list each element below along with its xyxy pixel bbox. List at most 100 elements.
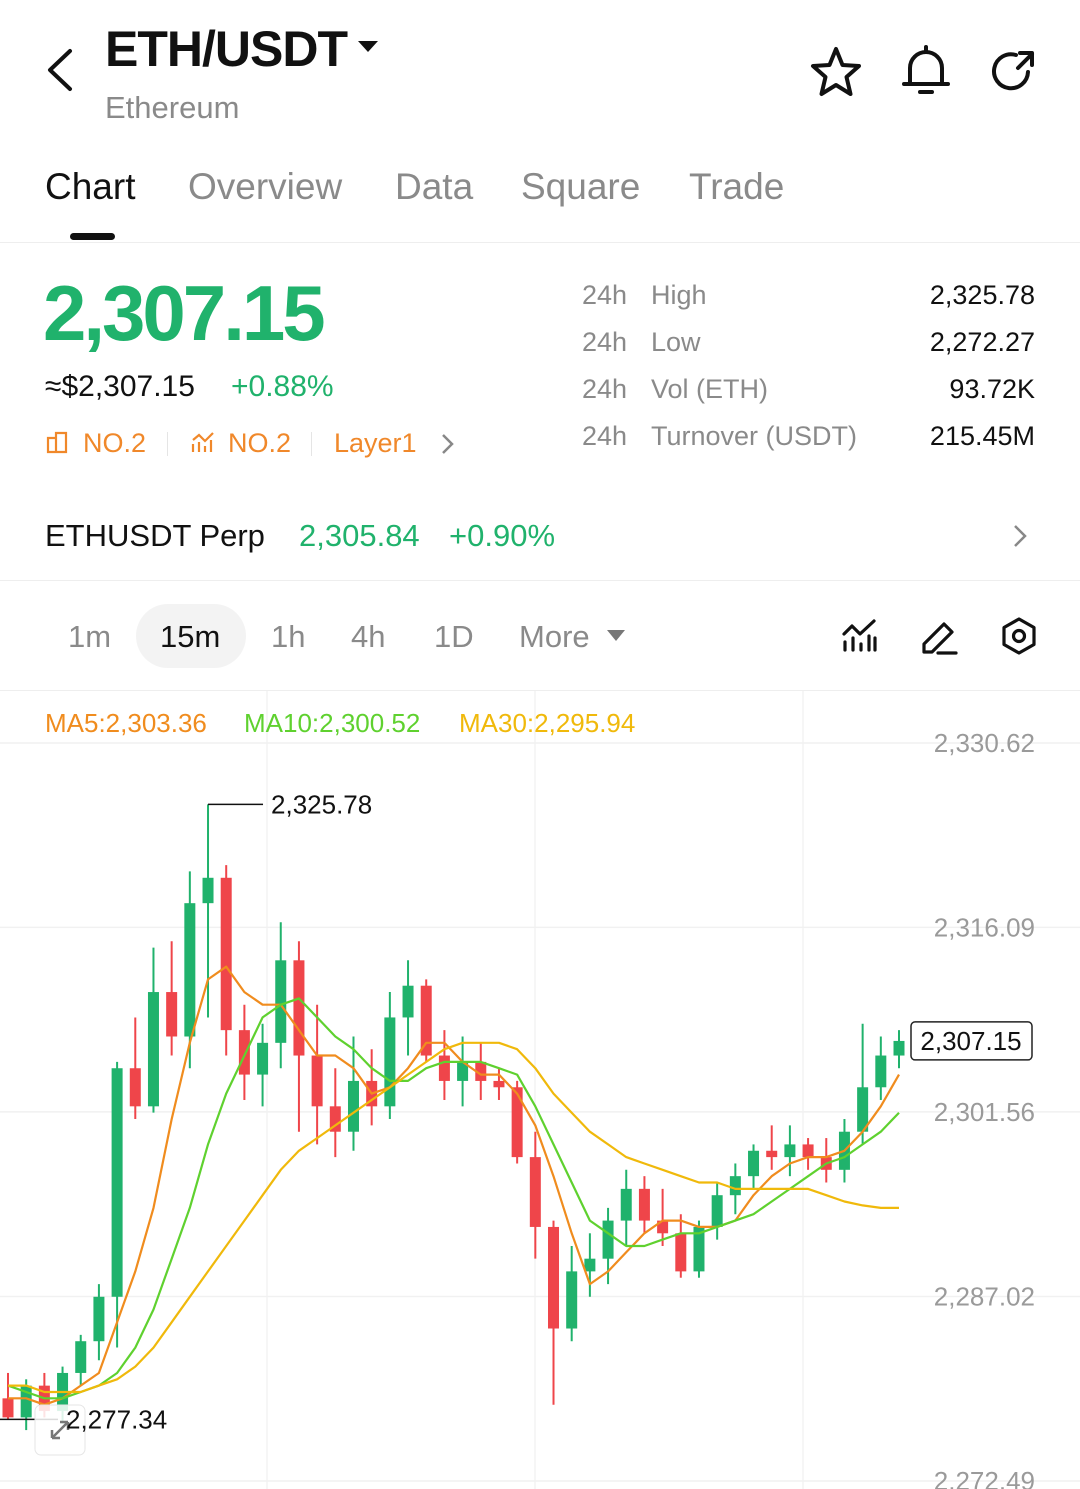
low-label: 2,277.34 bbox=[66, 1404, 167, 1434]
indicator-icon[interactable] bbox=[840, 616, 880, 656]
tab[interactable]: Chart bbox=[45, 166, 136, 207]
ma-label: MA5:2,303.36 bbox=[45, 708, 207, 738]
y-tick-label: 2,301.56 bbox=[934, 1097, 1035, 1127]
stat-label: Turnover (USDT) bbox=[651, 421, 858, 451]
candle-body bbox=[293, 960, 305, 1056]
candle-body bbox=[511, 1087, 523, 1158]
candle-body bbox=[602, 1220, 614, 1259]
candle-body bbox=[420, 985, 432, 1056]
last-price-box bbox=[910, 1021, 1033, 1061]
candle-body bbox=[620, 1188, 632, 1221]
back-button[interactable] bbox=[40, 45, 80, 95]
divider bbox=[0, 690, 1080, 691]
perp-arrow[interactable] bbox=[1010, 522, 1030, 550]
candle-body bbox=[857, 1087, 869, 1132]
divider bbox=[0, 580, 1080, 581]
candle-body bbox=[20, 1385, 32, 1418]
tags-arrow[interactable] bbox=[438, 431, 458, 457]
candle-body bbox=[438, 1055, 450, 1081]
candle-body bbox=[529, 1157, 541, 1227]
stat-value: 215.45M bbox=[929, 421, 1035, 451]
more-dropdown[interactable] bbox=[606, 628, 626, 644]
candle-body bbox=[493, 1080, 505, 1088]
stat-value: 2,272.27 bbox=[929, 327, 1035, 357]
interval[interactable]: 1m bbox=[68, 619, 112, 654]
trend-icon bbox=[191, 432, 214, 452]
candle-body bbox=[729, 1176, 741, 1196]
candle-body bbox=[238, 1030, 250, 1075]
y-tick-label: 2,287.02 bbox=[934, 1282, 1035, 1312]
candle-body bbox=[548, 1226, 560, 1329]
candle-body bbox=[457, 1061, 469, 1081]
candle-body bbox=[475, 1061, 487, 1081]
candle-body bbox=[329, 1106, 341, 1132]
candle-body bbox=[711, 1195, 723, 1227]
candle-body bbox=[166, 992, 178, 1037]
tab[interactable]: Overview bbox=[188, 166, 343, 207]
interval[interactable]: 1D bbox=[434, 619, 474, 654]
tab[interactable]: Trade bbox=[689, 166, 785, 207]
price-change: +0.88% bbox=[231, 370, 334, 403]
pair-dropdown[interactable] bbox=[356, 38, 380, 56]
candle-body bbox=[584, 1258, 596, 1272]
candle-body bbox=[875, 1055, 887, 1088]
favorite-icon[interactable] bbox=[808, 45, 864, 101]
draw-icon[interactable] bbox=[918, 616, 960, 658]
fiat-price: ≈$2,307.15 bbox=[45, 370, 195, 403]
sector-tag[interactable]: Layer1 bbox=[334, 428, 417, 458]
interval[interactable]: 4h bbox=[351, 619, 386, 654]
perp-name[interactable]: ETHUSDT Perp bbox=[45, 518, 265, 553]
share-icon[interactable] bbox=[986, 44, 1042, 100]
tab[interactable]: Square bbox=[521, 166, 641, 207]
interval[interactable]: 1h bbox=[271, 619, 306, 654]
moving-average-line bbox=[7, 997, 900, 1400]
settings-icon[interactable] bbox=[999, 615, 1039, 659]
last-price-label: 2,307.15 bbox=[920, 1026, 1021, 1056]
tab-indicator bbox=[70, 233, 115, 240]
candle-body bbox=[693, 1226, 705, 1272]
high-label: 2,325.78 bbox=[271, 789, 372, 819]
pair-title[interactable]: ETH/USDT bbox=[105, 21, 348, 77]
candle-body bbox=[566, 1271, 578, 1329]
y-tick-label: 2,272.49 bbox=[934, 1466, 1035, 1489]
moving-average-line bbox=[8, 965, 900, 1406]
pair-subtitle: Ethereum bbox=[105, 90, 240, 125]
candle-body bbox=[75, 1341, 87, 1373]
candle-body bbox=[220, 877, 232, 1031]
alert-icon[interactable] bbox=[898, 44, 954, 100]
candle-body bbox=[347, 1080, 359, 1132]
stat-value: 2,325.78 bbox=[929, 280, 1035, 310]
interval[interactable]: 15m bbox=[160, 619, 221, 654]
candle-body bbox=[202, 877, 214, 904]
tab[interactable]: Data bbox=[395, 166, 474, 207]
candle-body bbox=[184, 903, 196, 1037]
perp-change: +0.90% bbox=[449, 518, 556, 553]
candle-body bbox=[311, 1055, 323, 1107]
candle-body bbox=[766, 1150, 778, 1158]
stat-label: Vol (ETH) bbox=[651, 374, 769, 404]
ma-label: MA10:2,300.52 bbox=[244, 708, 420, 738]
divider bbox=[0, 242, 1080, 243]
perp-price: 2,305.84 bbox=[299, 518, 420, 553]
candle-body bbox=[147, 992, 159, 1107]
candle-body bbox=[784, 1144, 796, 1158]
stat-label: High bbox=[651, 280, 707, 310]
stat-period: 24h bbox=[582, 421, 628, 451]
y-tick-label: 2,330.62 bbox=[934, 728, 1035, 758]
separator bbox=[167, 432, 168, 456]
rank-tag[interactable]: NO.2 bbox=[83, 428, 147, 458]
expand-icon bbox=[50, 1420, 70, 1440]
ma-label: MA30:2,295.94 bbox=[459, 708, 635, 738]
interval[interactable]: More bbox=[519, 619, 590, 654]
candle-body bbox=[675, 1233, 687, 1272]
candle-body bbox=[2, 1398, 14, 1418]
stat-period: 24h bbox=[582, 327, 628, 357]
separator bbox=[311, 432, 312, 456]
trend-tag[interactable]: NO.2 bbox=[228, 428, 292, 458]
candle-body bbox=[893, 1040, 905, 1056]
moving-average-line bbox=[8, 1041, 899, 1394]
candle-body bbox=[802, 1144, 814, 1158]
stat-period: 24h bbox=[582, 280, 628, 310]
